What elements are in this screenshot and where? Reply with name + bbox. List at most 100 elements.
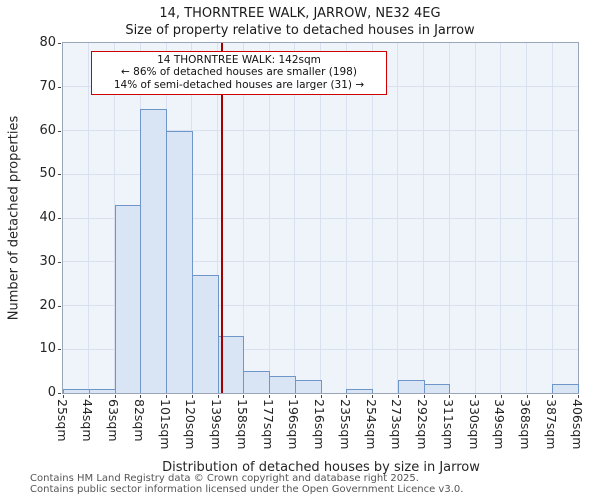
gridline-vertical [242, 43, 244, 393]
x-tick-label: 44sqm [80, 399, 96, 442]
gridline-vertical [397, 43, 399, 393]
x-tick-mark [423, 395, 425, 398]
histogram-bar [552, 384, 579, 393]
x-tick-label: 82sqm [131, 399, 147, 442]
chart-title: 14, THORNTREE WALK, JARROW, NE32 4EG [159, 6, 441, 21]
footer-attribution-1: Contains HM Land Registry data © Crown c… [30, 473, 419, 484]
y-tick-label: 0 [47, 385, 56, 400]
x-tick-mark [269, 395, 270, 398]
y-tick-mark [58, 305, 61, 307]
y-tick-mark [58, 261, 61, 263]
x-tick-mark [320, 395, 322, 398]
x-tick-label: 216sqm [312, 399, 327, 450]
x-tick-mark [552, 395, 554, 398]
x-tick-mark [449, 395, 451, 398]
x-tick-label: 158sqm [234, 399, 250, 450]
x-tick-label: 139sqm [209, 399, 224, 450]
gridline-vertical [345, 43, 347, 393]
x-tick-label: 273sqm [389, 399, 405, 450]
histogram-bar [397, 379, 425, 393]
x-tick-mark [191, 395, 193, 398]
x-tick-label: 387sqm [543, 399, 559, 450]
gridline-vertical [500, 43, 502, 393]
x-tick-mark [88, 395, 90, 398]
y-tick-label: 20 [39, 297, 56, 313]
x-tick-label: 330sqm [466, 399, 482, 450]
x-tick-mark [63, 395, 64, 398]
y-tick-mark [58, 43, 61, 44]
histogram-bar [88, 388, 116, 393]
x-tick-label: 63sqm [106, 399, 121, 442]
x-tick-label: 120sqm [183, 399, 199, 450]
x-tick-label: 254sqm [363, 399, 379, 450]
gridline-vertical [551, 43, 553, 393]
chart-subtitle: Size of property relative to detached ho… [125, 23, 475, 38]
x-tick-label: 368sqm [518, 399, 533, 450]
gridline-vertical [371, 43, 373, 393]
gridline-vertical [268, 43, 270, 393]
y-tick-label: 50 [39, 166, 56, 182]
x-tick-mark [578, 395, 579, 398]
y-tick-mark [58, 130, 61, 132]
gridline-vertical [474, 43, 476, 393]
x-tick-mark [243, 395, 245, 398]
gridline-vertical [294, 43, 296, 393]
y-tick-label: 30 [39, 253, 56, 269]
y-tick-label: 60 [39, 122, 56, 138]
property-size-marker-line [220, 43, 223, 393]
y-tick-mark [58, 393, 61, 394]
x-tick-mark [166, 395, 167, 398]
gridline-vertical [423, 43, 424, 393]
gridline-vertical [88, 43, 90, 393]
x-tick-mark [114, 395, 116, 398]
x-tick-label: 177sqm [260, 399, 276, 450]
y-tick-label: 70 [39, 78, 56, 94]
annotation-line-1: 14 THORNTREE WALK: 142sqm [157, 54, 321, 66]
gridline-vertical [217, 43, 218, 393]
x-tick-label: 311sqm [440, 399, 456, 450]
y-tick-label: 40 [39, 210, 56, 225]
x-tick-mark [346, 395, 348, 398]
x-tick-mark [372, 395, 373, 398]
histogram-bar [269, 375, 296, 393]
annotation-line-3: 14% of semi-detached houses are larger (… [113, 78, 365, 91]
y-tick-mark [58, 86, 61, 88]
x-tick-mark [294, 395, 296, 398]
x-tick-mark [526, 395, 528, 398]
gridline-vertical [526, 43, 527, 393]
y-tick-mark [58, 218, 61, 219]
histogram-bar [243, 371, 270, 393]
x-tick-mark [140, 395, 142, 398]
gridline-vertical [448, 43, 450, 393]
histogram-bar [114, 204, 142, 393]
x-tick-label: 196sqm [286, 399, 302, 450]
plot-area: 14 THORNTREE WALK: 142sqm ← 86% of detac… [62, 42, 579, 394]
histogram-bar [346, 388, 373, 393]
footer-attribution-2: Contains public sector information licen… [30, 484, 464, 495]
x-tick-mark [500, 395, 502, 398]
x-tick-label: 406sqm [569, 399, 585, 450]
y-tick-label: 10 [39, 341, 56, 357]
gridline-vertical [320, 43, 321, 393]
annotation-line-2: ← 86% of detached houses are smaller (19… [121, 66, 357, 79]
x-tick-mark [217, 395, 219, 398]
x-tick-label: 349sqm [492, 399, 508, 450]
x-tick-mark [475, 395, 476, 398]
y-tick-mark [58, 174, 61, 176]
x-axis-label: Distribution of detached houses by size … [162, 460, 480, 475]
x-tick-label: 101sqm [157, 399, 173, 450]
y-tick-label: 80 [39, 35, 56, 50]
histogram-bar [63, 388, 90, 393]
x-tick-mark [397, 395, 399, 398]
x-tick-label: 292sqm [415, 399, 430, 450]
histogram-bar [423, 384, 451, 393]
histogram-bar [140, 108, 167, 393]
x-tick-label: 235sqm [337, 399, 353, 450]
histogram-bar [191, 274, 219, 393]
histogram-bar [166, 130, 193, 393]
annotation-box: 14 THORNTREE WALK: 142sqm ← 86% of detac… [91, 51, 387, 96]
x-tick-label: 25sqm [54, 399, 70, 442]
histogram-bar [294, 379, 322, 393]
y-tick-mark [58, 349, 61, 351]
